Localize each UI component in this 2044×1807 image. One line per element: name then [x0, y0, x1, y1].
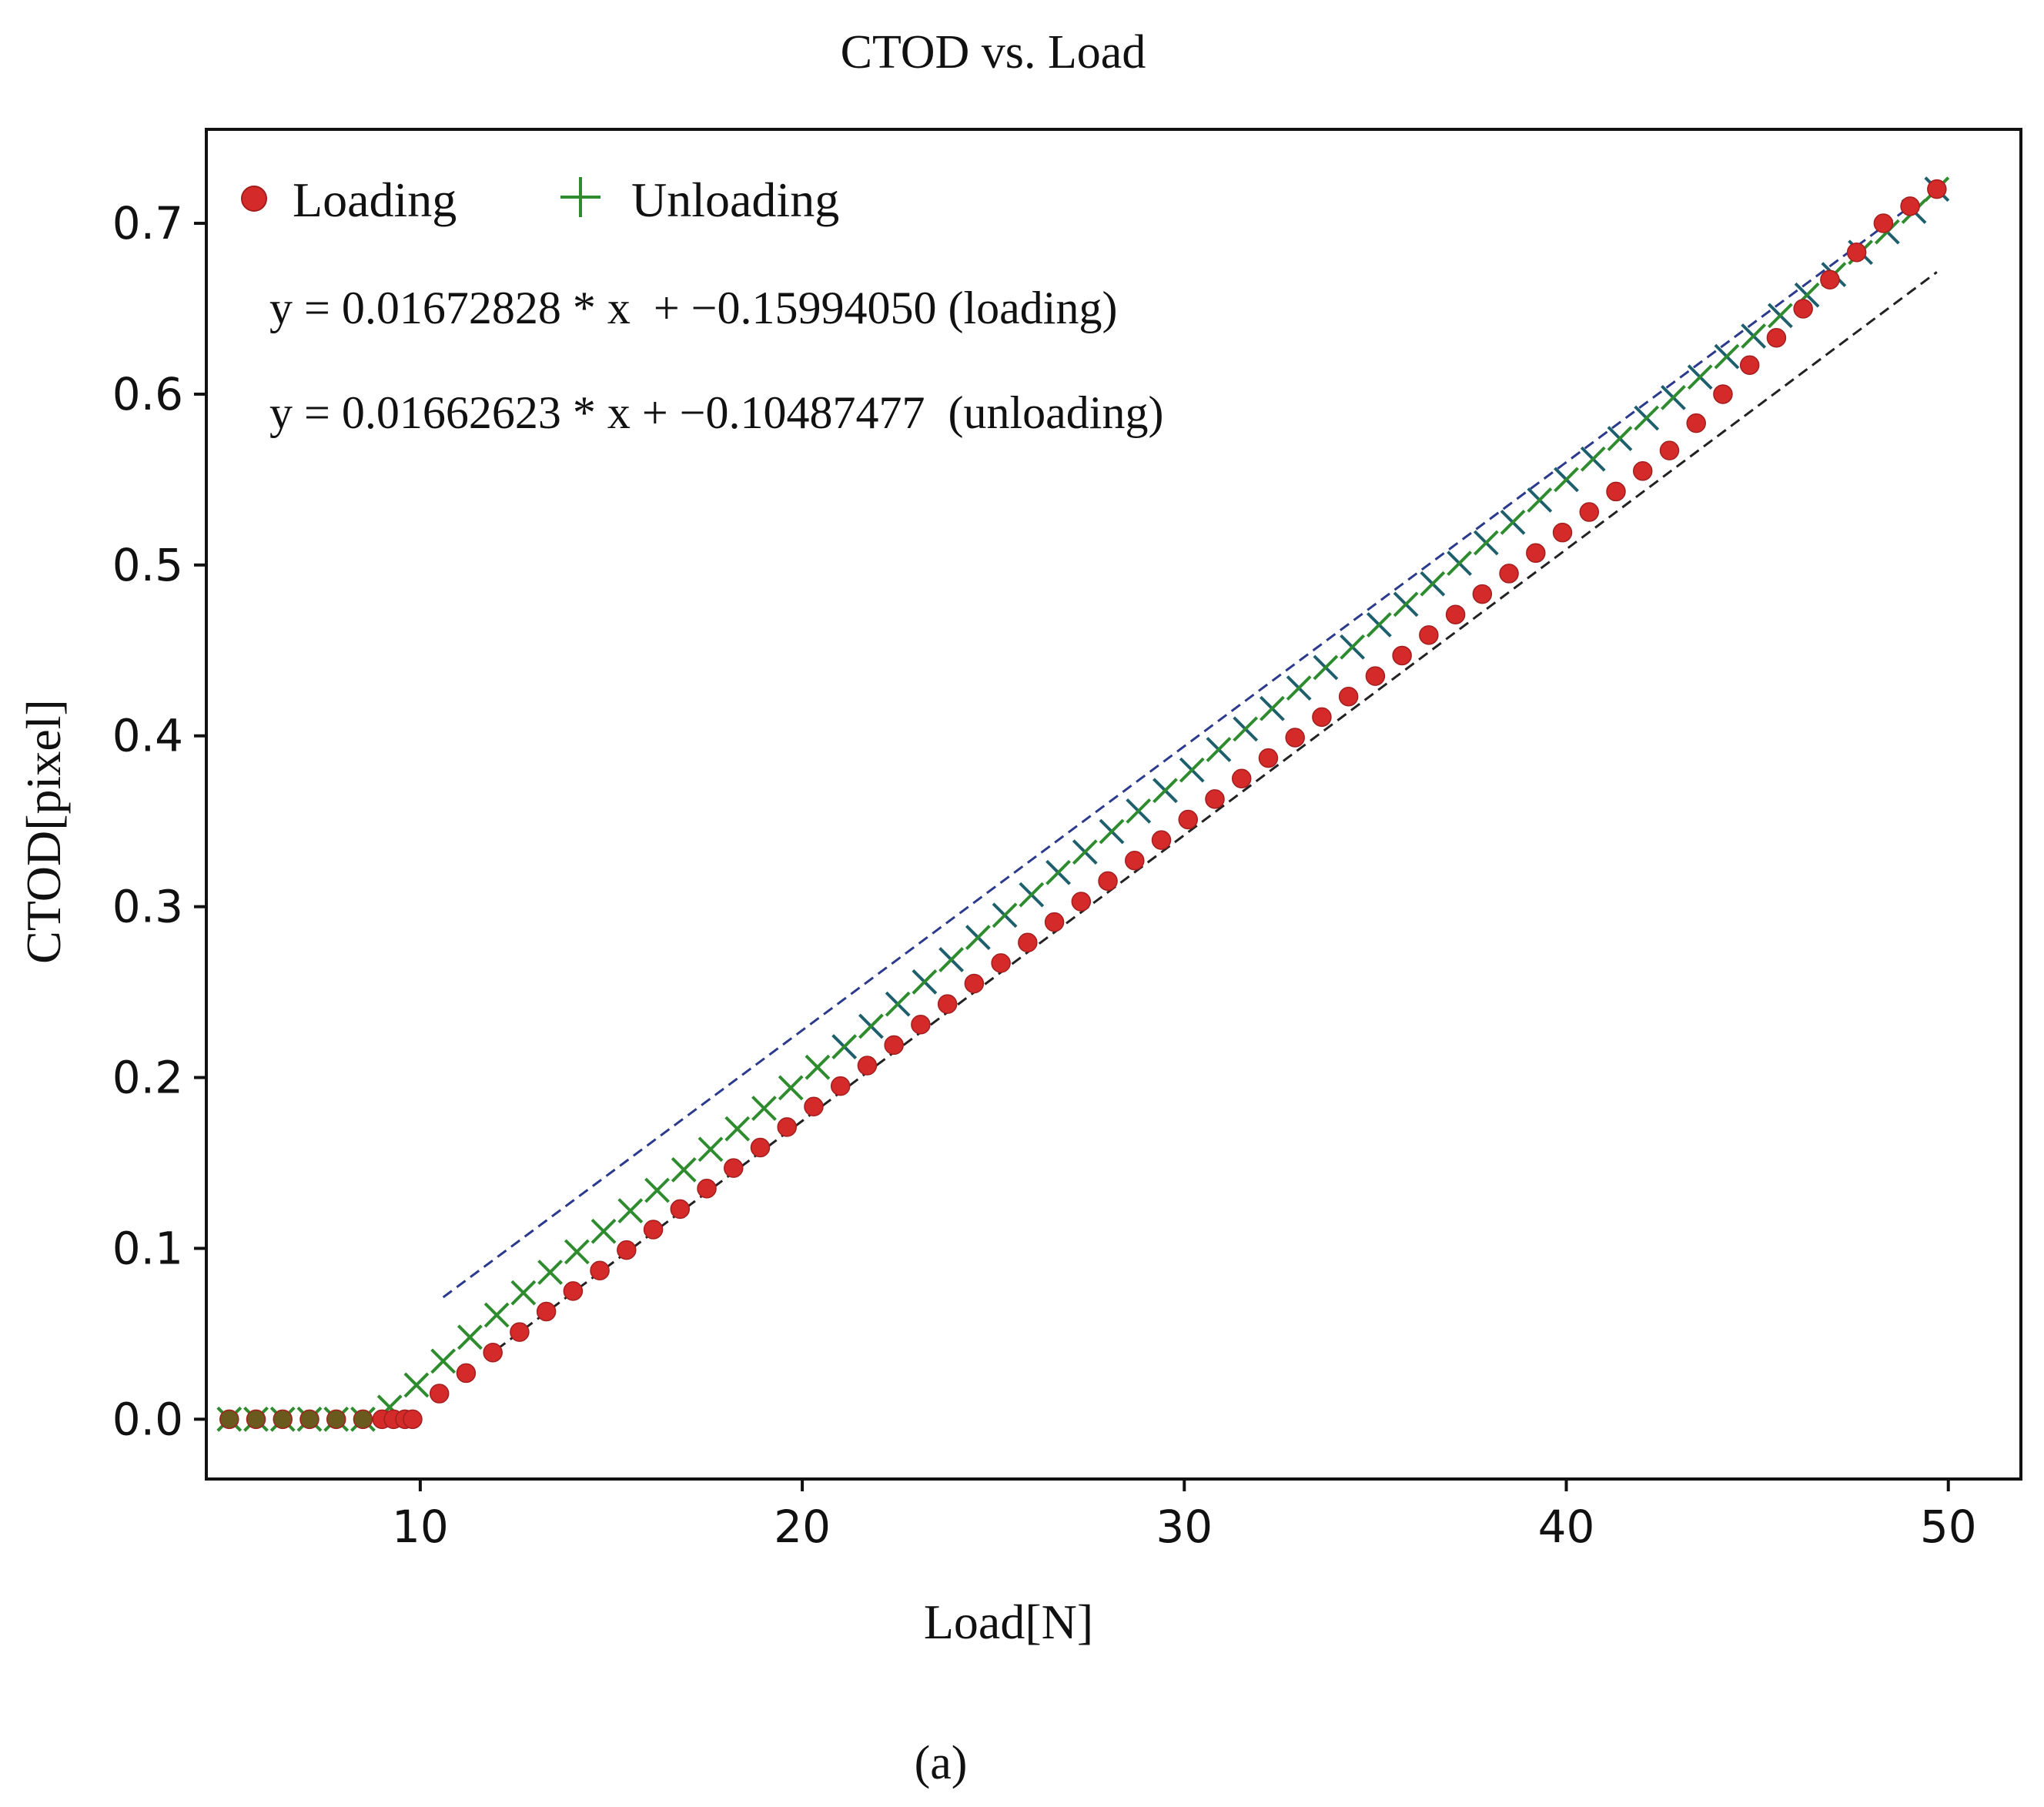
loading-point [1045, 913, 1064, 932]
loading-point [483, 1344, 502, 1362]
loading-point [1607, 482, 1625, 500]
loading-point [1821, 270, 1839, 289]
loading-point [1366, 667, 1384, 685]
figure-caption: (a) [915, 1737, 968, 1789]
loading-point [1420, 626, 1438, 644]
loading-point [1340, 688, 1358, 706]
loading-point [590, 1261, 609, 1280]
loading-point [1901, 197, 1919, 216]
loading-point [938, 995, 957, 1013]
loading-point [1099, 872, 1117, 890]
loading-point [247, 1410, 266, 1428]
y-tick-label: 0.4 [112, 710, 183, 762]
loading-point [1447, 605, 1465, 624]
loading-point [1500, 564, 1518, 583]
y-tick-label: 0.6 [112, 368, 183, 420]
loading-point [1928, 180, 1946, 199]
y-tick-label: 0.3 [112, 881, 183, 933]
loading-point [1126, 852, 1144, 870]
loading-point [1393, 646, 1411, 664]
loading-point [353, 1410, 372, 1428]
loading-point [457, 1364, 475, 1382]
loading-point [617, 1241, 636, 1260]
loading-point [1179, 810, 1197, 828]
loading-point [1580, 503, 1598, 521]
loading-point [1767, 329, 1785, 347]
loading-point [778, 1118, 796, 1136]
loading-point [671, 1200, 689, 1218]
y-axis-label: CTOD[pixel] [16, 699, 71, 964]
loading-point [805, 1097, 823, 1116]
loading-point [1848, 243, 1866, 262]
loading-point [220, 1410, 239, 1428]
loading-point [327, 1410, 346, 1428]
loading-point [1714, 385, 1732, 403]
loading-point [1206, 790, 1224, 808]
loading-point [1152, 831, 1171, 849]
loading-point [1554, 524, 1572, 542]
loading-point [885, 1036, 903, 1054]
y-tick-label: 0.0 [112, 1393, 183, 1445]
x-tick-label: 40 [1538, 1501, 1595, 1553]
loading-point [1286, 728, 1304, 747]
loading-point [1794, 299, 1812, 318]
y-tick-label: 0.7 [112, 197, 183, 249]
y-tick-label: 0.5 [112, 539, 183, 591]
loading-point [564, 1282, 582, 1300]
x-tick-label: 30 [1156, 1501, 1213, 1553]
loading-point [1473, 585, 1491, 604]
chart-title: CTOD vs. Load [841, 26, 1146, 79]
loading-point [430, 1384, 449, 1403]
loading-point [1233, 769, 1251, 788]
loading-point [1313, 708, 1331, 726]
y-tick-label: 0.2 [112, 1052, 183, 1104]
loading-point [1687, 414, 1705, 433]
loading-point [644, 1220, 663, 1239]
loading-point [858, 1056, 876, 1075]
loading-point [1259, 749, 1277, 768]
loading-point [537, 1303, 556, 1321]
x-tick-label: 50 [1920, 1501, 1977, 1553]
loading-point [831, 1077, 850, 1096]
x-tick-label: 20 [774, 1501, 831, 1553]
loading-point [300, 1410, 319, 1428]
legend-loading-label: Loading [293, 172, 457, 227]
loading-point [1660, 441, 1678, 460]
loading-point [751, 1139, 770, 1157]
loading-point [698, 1180, 716, 1198]
loading-point [724, 1159, 743, 1177]
loading-point [1741, 356, 1759, 374]
loading-point [1527, 544, 1545, 562]
loading-point [1634, 462, 1652, 480]
loading-point [1874, 214, 1892, 233]
legend-unloading-label: Unloading [631, 172, 839, 227]
loading-point [510, 1323, 529, 1341]
x-tick-label: 10 [392, 1501, 449, 1553]
loading-point [965, 974, 983, 992]
loading-equation: y = 0.01672828 * x + −0.15994050 (loadin… [269, 283, 1117, 333]
loading-point [912, 1016, 930, 1034]
unloading-equation: y = 0.01662623 * x + −0.10487477 (unload… [269, 387, 1163, 438]
loading-point [273, 1410, 292, 1428]
loading-point [1019, 933, 1037, 952]
x-axis-label: Load[N] [924, 1595, 1093, 1649]
loading-point [1072, 892, 1090, 911]
loading-point [992, 954, 1010, 972]
chart: CTOD vs. Load 10 20 30 40 50 0.0 0.1 0.2 0.3 0.4 0… [0, 0, 2044, 1807]
y-tick-label: 0.1 [112, 1222, 183, 1274]
loading-point [403, 1410, 422, 1428]
legend-loading-marker [242, 186, 266, 211]
